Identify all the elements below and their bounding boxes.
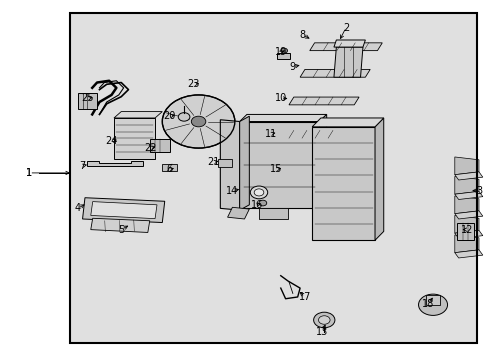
Text: 16: 16 (250, 200, 262, 210)
Text: 14: 14 (226, 186, 238, 195)
Polygon shape (275, 130, 346, 138)
Text: 17: 17 (298, 292, 310, 302)
Text: 5: 5 (118, 225, 124, 235)
Text: 8: 8 (299, 30, 305, 40)
Text: 23: 23 (187, 79, 200, 89)
Text: 12: 12 (460, 225, 472, 235)
Text: 2: 2 (342, 23, 348, 33)
Text: 25: 25 (81, 94, 93, 103)
Polygon shape (311, 118, 383, 127)
Circle shape (318, 316, 329, 324)
Bar (70, 13, 476, 343)
Polygon shape (454, 172, 482, 180)
Text: 13: 13 (315, 327, 327, 337)
Polygon shape (220, 120, 239, 210)
Polygon shape (454, 157, 478, 175)
Polygon shape (454, 235, 478, 253)
Polygon shape (454, 192, 482, 199)
Text: 18: 18 (421, 299, 433, 309)
Circle shape (191, 116, 205, 127)
Circle shape (254, 189, 264, 196)
Bar (70, 13, 476, 343)
Polygon shape (239, 122, 319, 208)
Polygon shape (227, 207, 249, 219)
Circle shape (250, 186, 267, 199)
Polygon shape (333, 40, 365, 47)
Polygon shape (87, 161, 142, 166)
Polygon shape (454, 211, 482, 219)
Polygon shape (162, 164, 177, 171)
Polygon shape (454, 250, 482, 258)
Polygon shape (454, 215, 478, 233)
Polygon shape (78, 93, 97, 109)
Circle shape (259, 200, 266, 206)
Text: 6: 6 (166, 165, 172, 174)
Polygon shape (239, 116, 249, 210)
Polygon shape (114, 112, 162, 118)
Polygon shape (309, 43, 382, 51)
Polygon shape (311, 127, 374, 240)
Polygon shape (150, 139, 169, 152)
Polygon shape (82, 198, 164, 222)
Text: 15: 15 (269, 165, 282, 174)
Circle shape (162, 95, 234, 148)
Polygon shape (454, 230, 482, 238)
Polygon shape (218, 159, 232, 167)
Text: 1: 1 (26, 168, 32, 178)
Circle shape (418, 294, 447, 315)
Polygon shape (333, 47, 362, 77)
Polygon shape (374, 118, 383, 240)
Polygon shape (259, 208, 287, 219)
Text: 9: 9 (289, 62, 295, 72)
Text: 3: 3 (475, 186, 481, 195)
Text: 10: 10 (274, 94, 286, 103)
Circle shape (313, 312, 334, 328)
Text: 21: 21 (206, 157, 219, 167)
Polygon shape (300, 69, 369, 77)
Polygon shape (454, 176, 478, 194)
Polygon shape (425, 295, 439, 305)
Text: 19: 19 (274, 48, 286, 57)
Text: 4: 4 (75, 203, 81, 213)
Circle shape (178, 113, 189, 121)
Text: 1: 1 (26, 168, 32, 178)
Text: 24: 24 (105, 136, 118, 146)
Polygon shape (277, 53, 290, 59)
Text: 11: 11 (264, 129, 277, 139)
Polygon shape (239, 114, 326, 122)
Text: 7: 7 (79, 161, 85, 171)
Text: 22: 22 (143, 143, 156, 153)
Polygon shape (288, 97, 358, 105)
Polygon shape (91, 218, 149, 233)
Polygon shape (114, 118, 155, 159)
Polygon shape (456, 222, 473, 240)
Polygon shape (319, 114, 326, 208)
Circle shape (280, 48, 287, 53)
Text: 20: 20 (163, 111, 175, 121)
Polygon shape (91, 202, 157, 219)
Polygon shape (454, 196, 478, 214)
